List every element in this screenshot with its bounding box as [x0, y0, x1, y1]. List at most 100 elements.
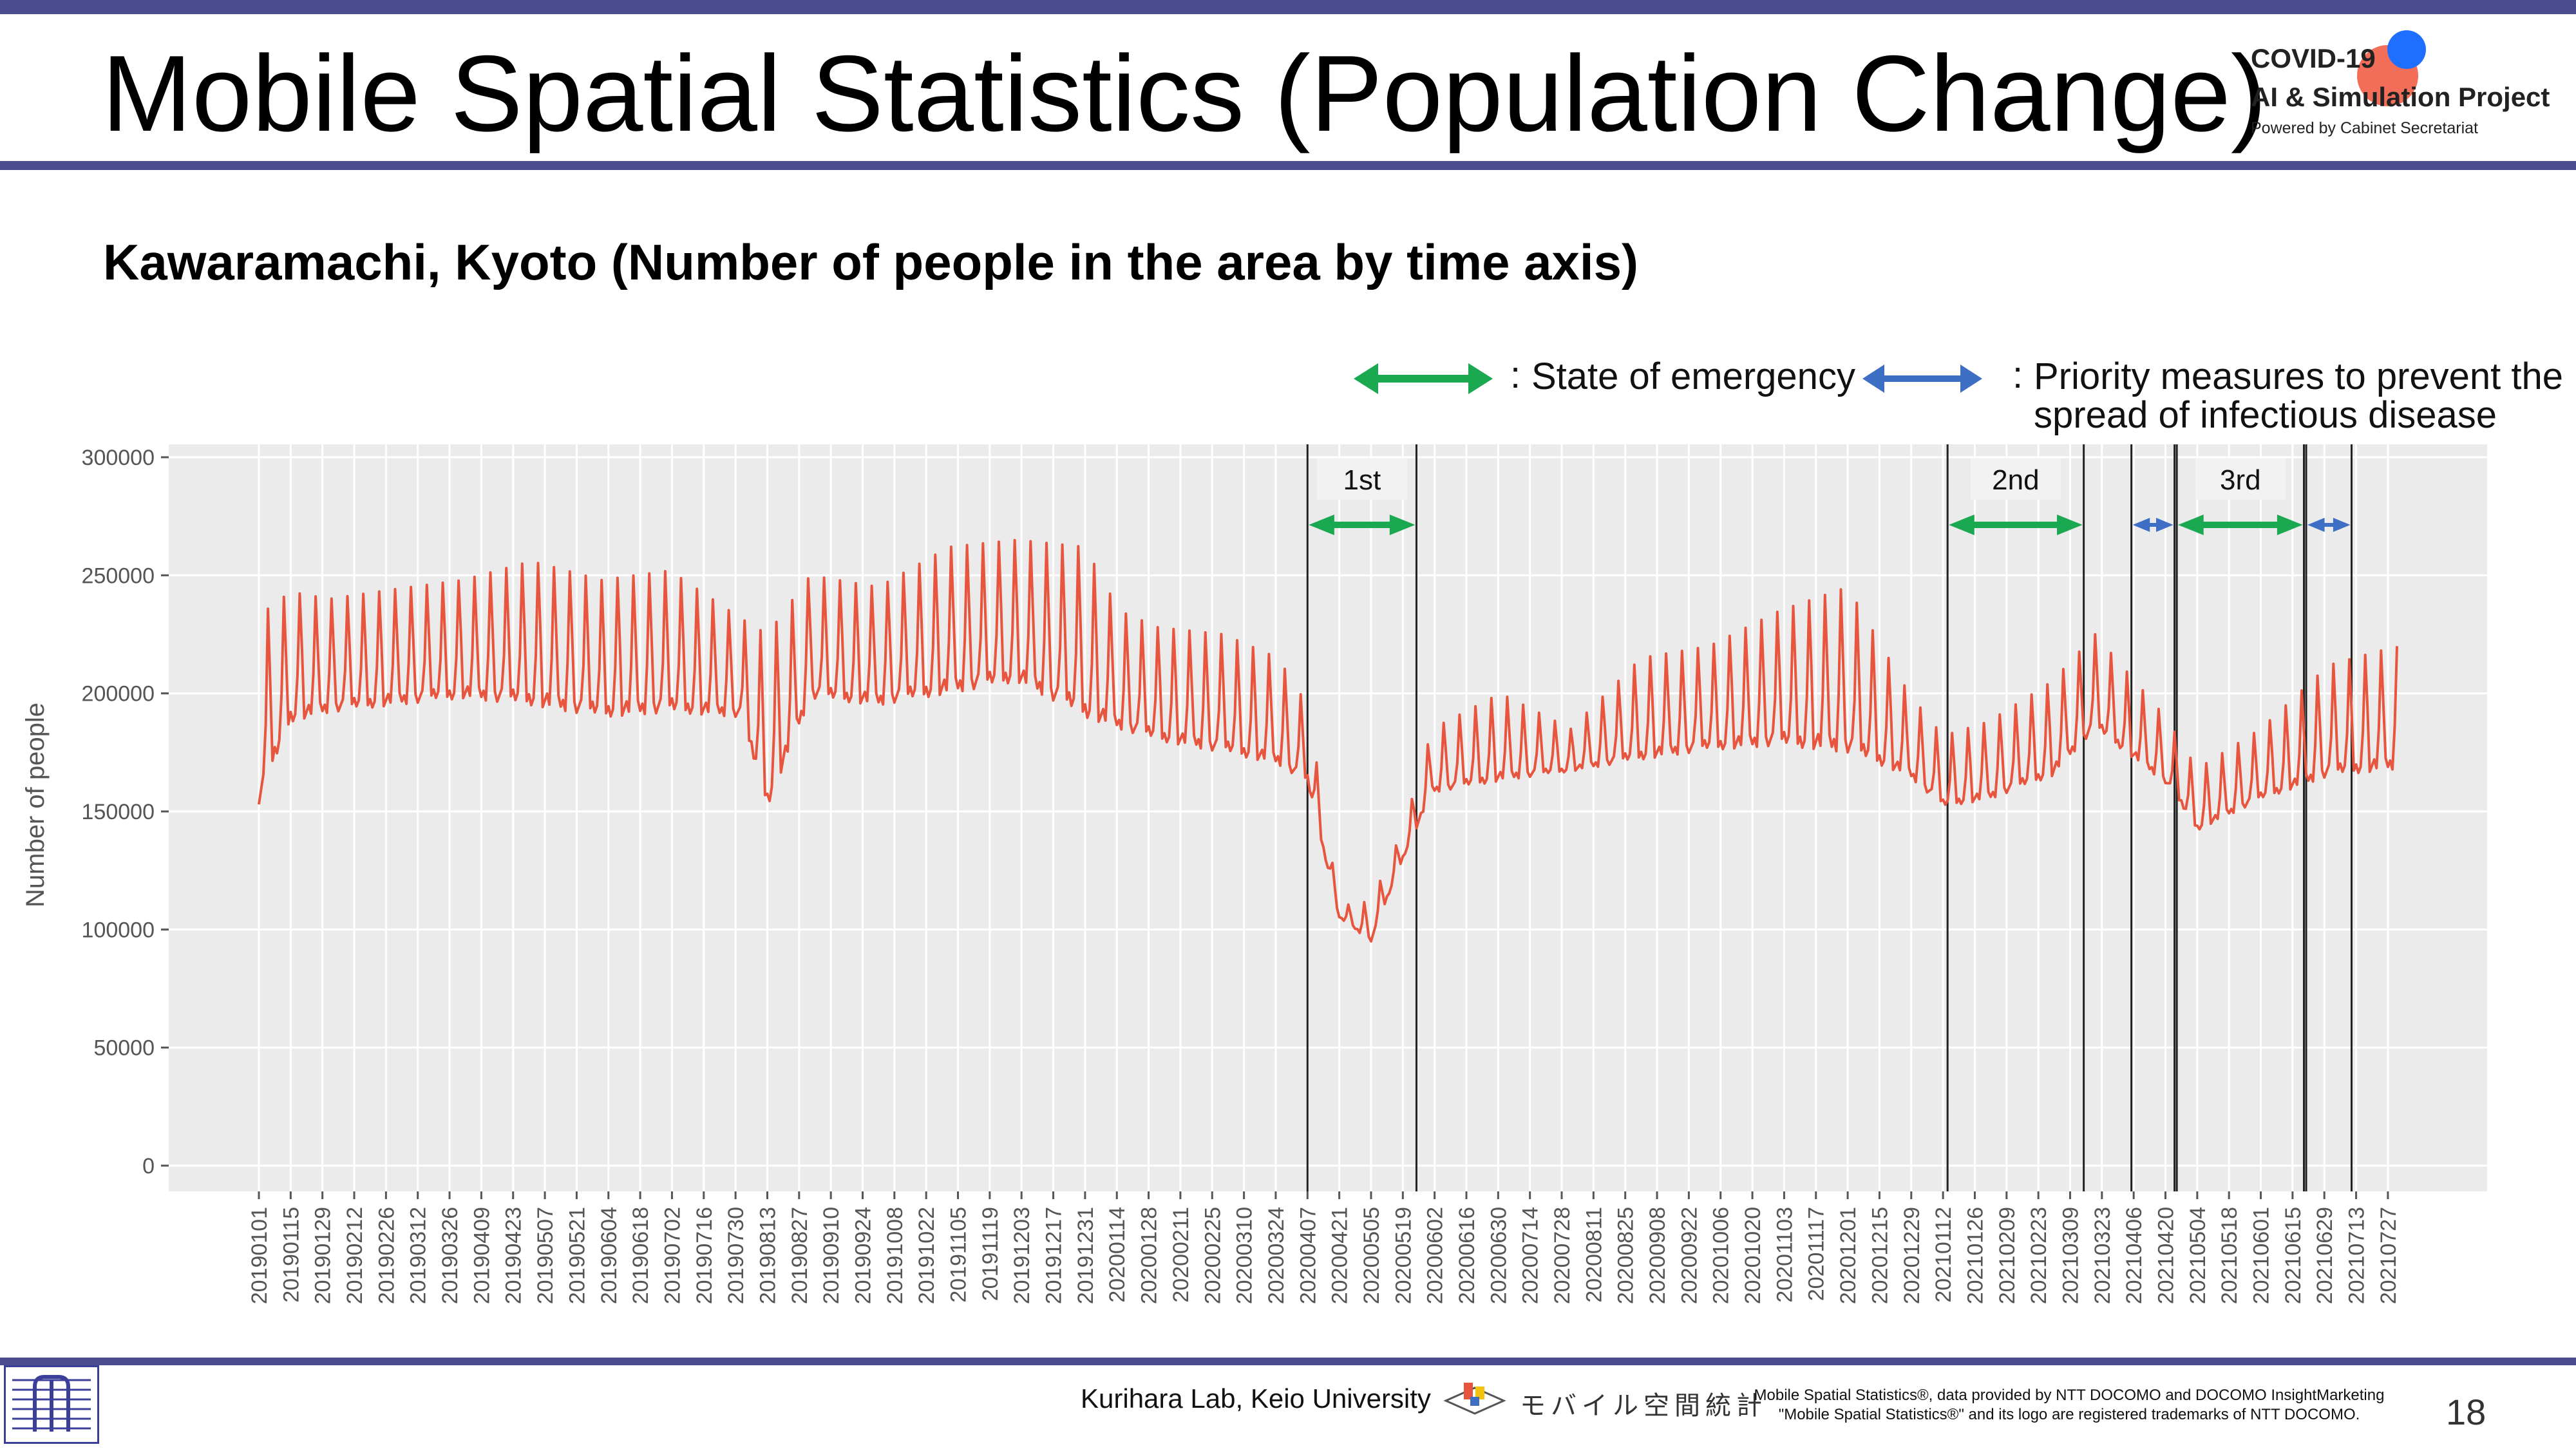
x-tick-label: 20201215	[1868, 1207, 1892, 1304]
chart-subtitle: Kawaramachi, Kyoto (Number of people in …	[103, 234, 1638, 290]
lab-logo	[4, 1365, 99, 1444]
logo-line-3: Powered by Cabinet Secretariat	[2251, 119, 2478, 137]
footer-note-line-1: Mobile Spatial Statistics®, data provide…	[1754, 1387, 2385, 1404]
period-arrow-head-left	[2307, 518, 2325, 532]
period-label-box	[2195, 459, 2286, 500]
x-tick-label: 20210727	[2376, 1207, 2401, 1304]
logo-blue-circle	[2387, 30, 2426, 69]
plot-panel	[169, 444, 2487, 1191]
x-tick-label: 20190618	[629, 1207, 653, 1304]
period-arrow-head-left	[2132, 518, 2150, 532]
x-tick-label: 20190827	[788, 1207, 812, 1304]
footer-credit: Kurihara Lab, Keio University	[1081, 1383, 1431, 1414]
x-tick-label: 20190326	[438, 1207, 462, 1304]
mobile-spatial-statistics-logo-icon	[1443, 1383, 1506, 1415]
x-tick-label: 20200630	[1486, 1207, 1511, 1304]
x-tick-label: 20210112	[1931, 1207, 1956, 1303]
period-label: 1st	[1343, 464, 1381, 496]
x-tick-label: 20201103	[1772, 1207, 1797, 1303]
x-tick-label: 20200114	[1105, 1207, 1130, 1303]
x-tick-label: 20210420	[2154, 1207, 2179, 1304]
x-tick-label: 20190521	[565, 1207, 589, 1304]
legend-emergency-label: State of emergency	[1531, 355, 1855, 397]
period-label: 3rd	[2220, 464, 2261, 496]
x-tick-label: 20191217	[1042, 1207, 1066, 1304]
x-tick-label: 20210713	[2345, 1207, 2369, 1304]
x-tick-label: 20200922	[1677, 1207, 1701, 1304]
x-tick-label: 20200310	[1233, 1207, 1257, 1304]
x-tick-label: 20190423	[502, 1207, 526, 1304]
x-tick-label: 20190924	[851, 1207, 875, 1304]
x-tick-label: 20201117	[1804, 1207, 1829, 1301]
footer-note-line-2: "Mobile Spatial Statistics®" and its log…	[1778, 1406, 2360, 1423]
period-arrow-head-left	[1309, 515, 1334, 535]
x-tick-label: 20201229	[1900, 1207, 1924, 1304]
x-tick-label: 20190226	[374, 1207, 399, 1304]
y-tick-label: 50000	[93, 1036, 155, 1061]
x-tick-label: 20190312	[406, 1207, 431, 1304]
x-tick-label: 20191119	[978, 1207, 1003, 1301]
x-tick-label: 20191022	[914, 1207, 939, 1304]
x-tick-label: 20190716	[692, 1207, 717, 1304]
x-tick-label: 20210601	[2249, 1207, 2274, 1304]
logo-line-1: COVID-19	[2251, 43, 2376, 73]
population-chart: 0 50000 100000 150000 200000 250000 300000 2019…	[0, 444, 2576, 1391]
x-tick-label: 20210209	[1995, 1207, 2020, 1304]
period-arrow-head-left	[2178, 515, 2204, 535]
emergency-arrow-icon	[1354, 363, 1493, 394]
legend-priority-label-2: spread of infectious disease	[2034, 394, 2497, 436]
lab-logo-icon	[12, 1375, 91, 1432]
x-tick-label: 20210309	[2058, 1207, 2083, 1304]
x-tick-label: 20200519	[1391, 1207, 1416, 1304]
period-label-box	[1316, 459, 1407, 500]
y-tick-label: 300000	[82, 446, 155, 470]
x-tick-label: 20200211	[1169, 1207, 1193, 1303]
legend: : State of emergency : Priority measures…	[1352, 348, 2563, 438]
x-tick-label: 20210504	[2186, 1207, 2210, 1304]
x-tick-label: 20190507	[533, 1207, 558, 1304]
x-tick-label: 20200324	[1264, 1207, 1289, 1304]
footer-trademark-note: Mobile Spatial Statistics®, data provide…	[1738, 1386, 2401, 1425]
population-chart-svg: 0 50000 100000 150000 200000 250000 300000 2019…	[21, 444, 2487, 1391]
x-tick-label: 20190702	[660, 1207, 685, 1304]
x-tick-label: 20200825	[1614, 1207, 1638, 1304]
x-tick-label: 20190115	[279, 1207, 303, 1303]
priority-measures-arrow-icon	[1862, 365, 1982, 393]
x-tick-label: 20190101	[247, 1207, 272, 1304]
period-arrow-head-right	[2057, 515, 2083, 535]
x-tick-label: 20200225	[1200, 1207, 1225, 1304]
x-tick-label: 20210615	[2281, 1207, 2306, 1304]
y-tick-label: 150000	[82, 800, 155, 824]
x-tick-label: 20191105	[947, 1207, 971, 1303]
x-tick-label: 20200128	[1137, 1207, 1162, 1304]
slide-title: Mobile Spatial Statistics (Population Ch…	[102, 33, 2267, 154]
footer-brand: モバイル空間統計	[1520, 1392, 1767, 1420]
x-tick-label: 20190409	[469, 1207, 494, 1304]
logo-line-2: AI & Simulation Project	[2251, 82, 2550, 112]
x-tick-label: 20200407	[1296, 1207, 1320, 1304]
x-tick-label: 20210323	[2090, 1207, 2115, 1304]
x-tick-label: 20200908	[1645, 1207, 1670, 1304]
x-tick-label: 20200616	[1455, 1207, 1479, 1304]
x-tick-label: 20200505	[1359, 1207, 1384, 1304]
x-tick-label: 20200714	[1519, 1207, 1543, 1304]
x-tick-label: 20201201	[1836, 1207, 1861, 1304]
x-tick-label: 20190730	[724, 1207, 748, 1304]
x-tick-label: 20191231	[1074, 1207, 1098, 1304]
x-tick-label: 20191008	[883, 1207, 907, 1304]
period-arrow-head-right	[2333, 518, 2351, 532]
x-tick-label: 20190212	[343, 1207, 367, 1304]
x-tick-label: 20210126	[1963, 1207, 1987, 1304]
title-divider	[0, 161, 2576, 170]
legend-colon-1: :	[1510, 354, 1521, 396]
x-tick-label: 20200602	[1423, 1207, 1448, 1304]
period-arrow-head-right	[2277, 515, 2303, 535]
y-tick-label: 100000	[82, 918, 155, 942]
legend-priority-label-1: Priority measures to prevent the	[2034, 355, 2564, 397]
y-tick-label: 0	[142, 1154, 155, 1179]
x-tick-label: 20200728	[1550, 1207, 1575, 1304]
y-tick-label: 200000	[82, 682, 155, 706]
period-label: 2nd	[1992, 464, 2039, 496]
page-number: 18	[2446, 1392, 2486, 1432]
x-tick-label: 20190813	[755, 1207, 780, 1304]
